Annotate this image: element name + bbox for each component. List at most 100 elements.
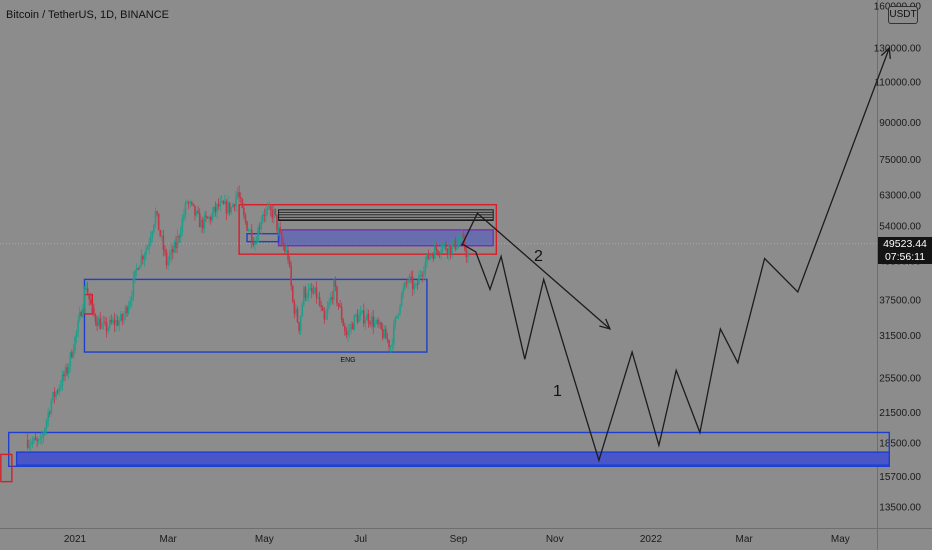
candle-body [64,367,67,377]
candle-body [85,288,87,290]
candle-body [268,206,270,209]
candle-body [280,232,283,243]
candle-body [66,367,68,374]
candle-body [299,316,302,331]
candle-body [388,339,390,347]
candle-body [209,217,212,221]
candle-body [310,288,313,292]
zone-blue-filled [15,451,890,466]
candle-body [58,387,61,392]
currency-badge[interactable]: USDT [888,6,918,24]
candle-body [33,437,35,442]
y-tick-label: 54000.00 [879,222,921,233]
candle-body [432,254,435,259]
candle-body [172,248,174,253]
candle-body [236,192,239,197]
candle-body [52,392,54,401]
arrow-head-2 [599,318,612,330]
candle-body [421,275,423,277]
wave-label-2: 2 [534,248,543,265]
candle-body [138,265,141,270]
candle-body [63,374,65,377]
candle-body [224,200,226,204]
candle-body [108,319,111,328]
candle-body [336,286,338,304]
candle-body [314,287,316,293]
candle-body [460,233,463,241]
candle-body [446,249,449,255]
candle-body [230,207,233,213]
candle-body [347,330,349,336]
candle-body [265,210,267,216]
candle-body [96,321,98,327]
candle-body [459,240,461,242]
candle-body [367,313,370,323]
candle-body [126,307,128,314]
candle-body [337,303,340,306]
candle-body [309,288,311,290]
candle-body [456,247,458,250]
candle-body [282,242,285,247]
candle-body [67,366,70,374]
candle-body [195,211,198,216]
candle-body [399,305,401,314]
candle-body [156,211,158,214]
candle-body [273,208,275,219]
candle-body [415,283,417,285]
chart-title[interactable]: Bitcoin / TetherUS, 1D, BINANCE [6,9,170,21]
y-tick-label: 63000.00 [879,190,921,201]
candle-body [173,241,176,253]
candle-body [276,214,278,230]
candle-body [137,268,139,270]
candle-body [75,330,78,337]
candle-body [317,297,319,299]
y-tick-label: 21500.00 [879,408,921,419]
x-tick-label: May [831,534,850,545]
candle-body [438,253,441,255]
candle-body [356,314,359,323]
candle-body [42,433,45,437]
candle-body [37,439,40,441]
candle-body [71,352,73,358]
candle-body [82,308,84,317]
candle-body [445,243,447,250]
candle-body [271,210,274,219]
candle-body [392,324,395,345]
candle-body [261,214,264,222]
candle-body [187,202,190,204]
candle-body [285,250,288,252]
candle-body [462,233,465,238]
candle-body [353,315,356,330]
candle-body [252,242,255,245]
candle-body [170,248,173,255]
candle-body [178,236,180,238]
candle-body [190,201,193,204]
candle-body [326,307,329,315]
x-tick-label: May [255,534,274,545]
candle-body [397,313,400,316]
candle-body [396,315,398,318]
candle-body [440,250,442,254]
candle-body [227,202,229,214]
candle-body [334,280,337,287]
candle-body [45,420,48,429]
candle-body [149,237,152,244]
candle-body [295,309,297,314]
candle-body [151,231,154,238]
candle-body [232,204,234,208]
candle-body [422,273,425,276]
candle-body [369,322,371,325]
candle-body [77,320,79,331]
candle-body [389,346,392,348]
candle-body [364,320,367,324]
x-tick-label: 2021 [64,534,87,545]
candle-body [142,255,144,260]
candle-body [200,219,203,228]
candle-body [74,336,76,351]
candle-body [134,270,136,278]
y-tick-label: 13500.00 [879,503,921,514]
candle-body [287,250,289,260]
candle-body [416,283,419,285]
candle-body [263,214,266,216]
